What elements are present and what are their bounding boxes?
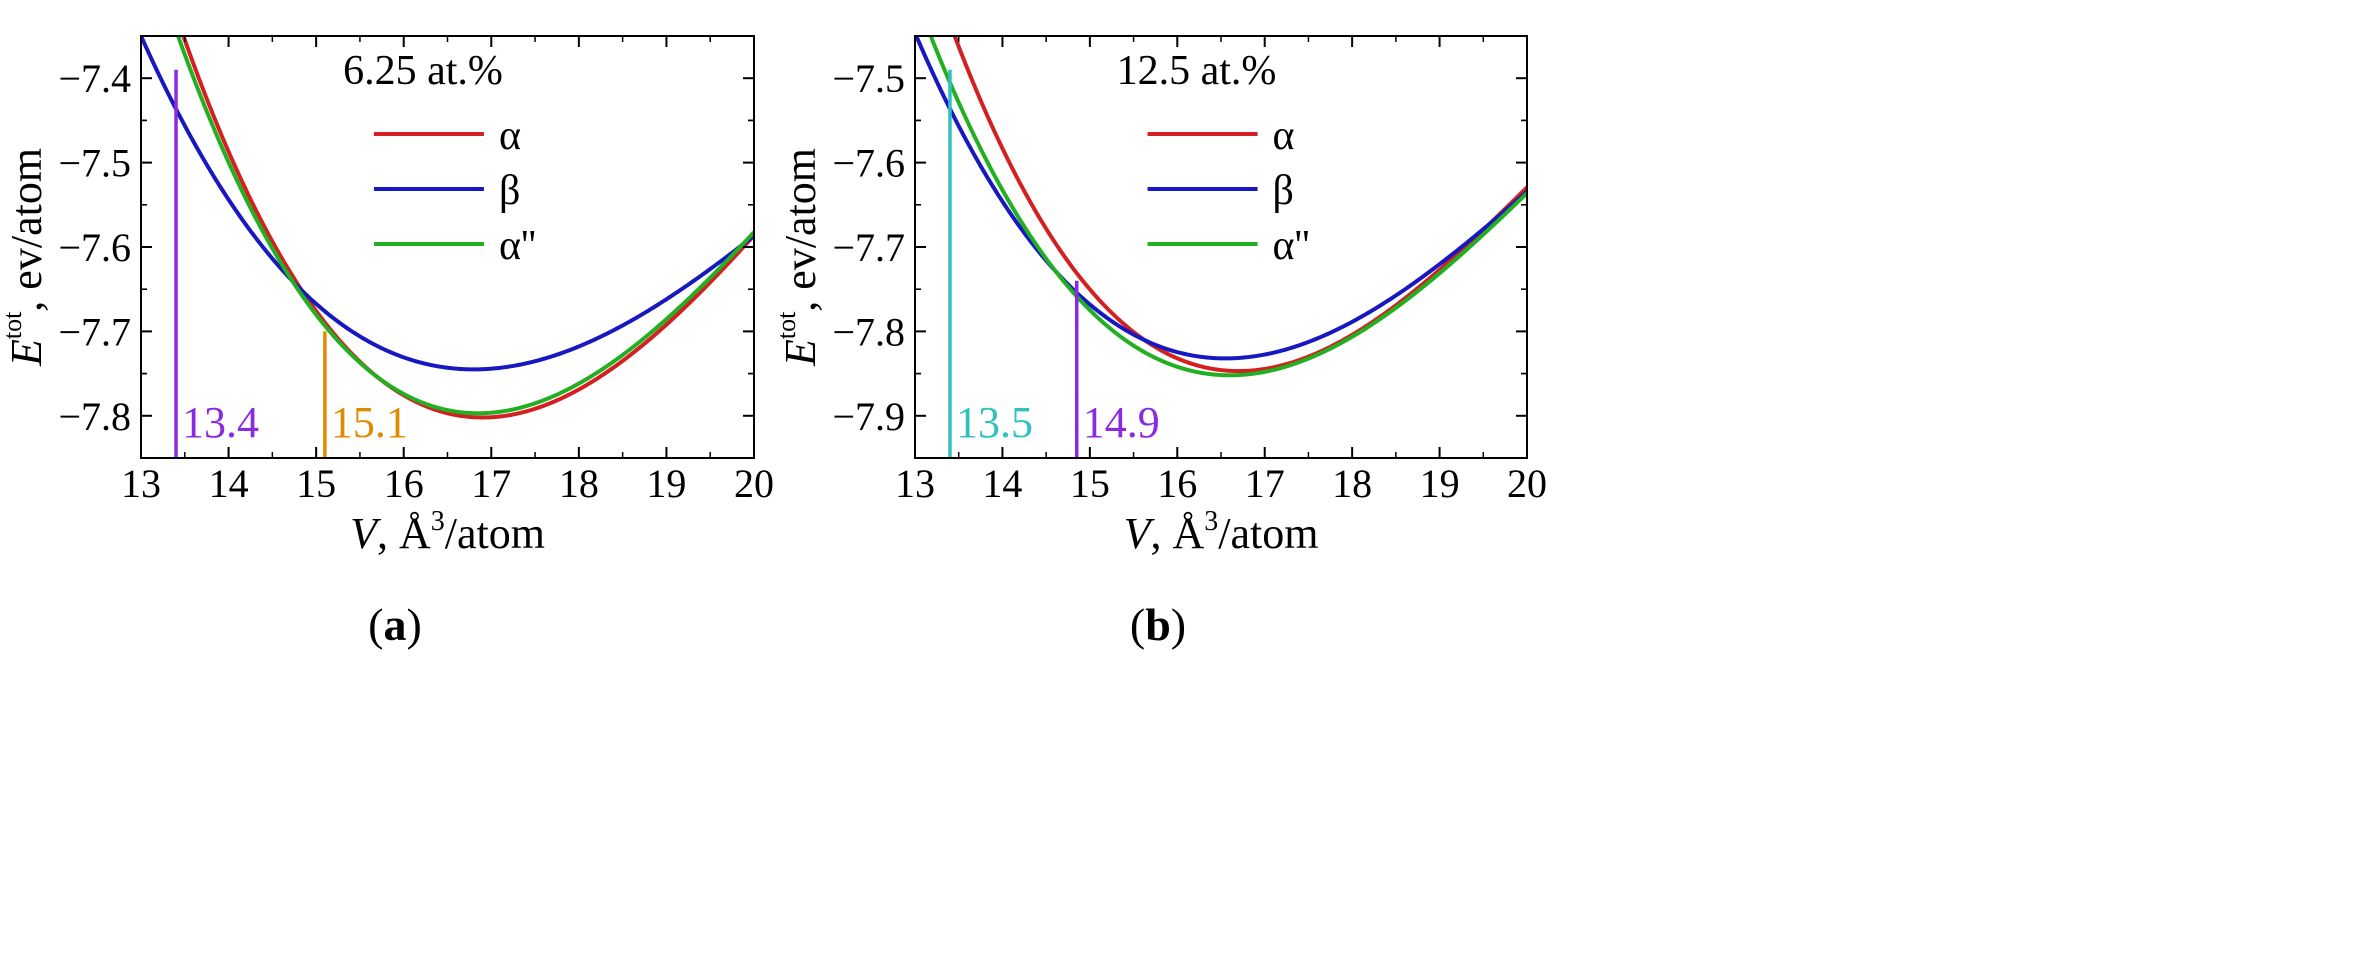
panel-a: 13.4 15.1 13 14 15 16 17 18 19 20 −7.4 −7.5 −7.6 −7.7… [0,35,774,650]
legend-label-β: β [499,168,520,214]
x-axis-label: V, Å3/atom [1124,506,1319,558]
x-tick-label: 17 [1245,461,1285,506]
y-tick-label: −7.8 [832,309,905,354]
x-tick-label: 13 [121,461,161,506]
panel-b: 13.5 14.9 13 14 15 16 17 18 19 20 −7.5 −7.6 −7.7 −7.8… [772,35,1547,650]
x-tick-label: 20 [1507,461,1547,506]
series-group [915,36,1527,378]
series-line-α'' [928,36,1527,378]
series-line-β [141,36,754,372]
x-tick-label: 17 [471,461,511,506]
series-line-β [915,36,1527,361]
legend-label-α: α [1273,113,1295,159]
x-tick-label: 13 [895,461,935,506]
marker-label-14.9: 14.9 [1083,398,1160,447]
series-line-α [952,36,1527,374]
y-axis-label: Etot, ev/atom [772,148,825,367]
y-tick-label: −7.7 [58,309,131,354]
legend-label-α'': α'' [1273,223,1310,269]
y-tick-label: −7.5 [58,141,131,186]
x-tick-label: 16 [1157,461,1197,506]
legend-label-α'': α'' [499,223,536,269]
y-tick-label: −7.6 [832,141,905,186]
series-group [141,36,754,420]
x-tick-label: 18 [559,461,599,506]
legend-label-α: α [499,113,521,159]
y-tick-label: −7.9 [832,394,905,439]
x-axis-label: V, Å3/atom [350,506,545,558]
series-line-α [181,36,754,420]
series-line-α'' [175,36,754,416]
chart-title: 6.25 at.% [343,48,503,94]
marker-label-13.5: 13.5 [956,398,1033,447]
y-tick-label: −7.7 [832,225,905,270]
x-tick-label: 19 [646,461,686,506]
y-tick-label: −7.8 [58,394,131,439]
y-tick-label: −7.5 [832,56,905,101]
x-tick-label: 15 [296,461,336,506]
chart-title: 12.5 at.% [1117,48,1277,94]
panel-label: (a) [368,599,422,650]
legend-label-β: β [1273,168,1294,214]
y-axis-label: Etot, ev/atom [0,148,51,367]
x-tick-label: 14 [209,461,249,506]
marker-label-13.4: 13.4 [182,398,259,447]
x-tick-label: 16 [384,461,424,506]
marker-label-15.1: 15.1 [331,398,408,447]
y-tick-label: −7.6 [58,225,131,270]
x-tick-label: 18 [1332,461,1372,506]
panel-label: (b) [1130,599,1186,650]
y-tick-label: −7.4 [58,56,131,101]
x-tick-label: 14 [982,461,1022,506]
x-tick-label: 15 [1070,461,1110,506]
x-tick-label: 19 [1420,461,1460,506]
x-tick-label: 20 [734,461,774,506]
